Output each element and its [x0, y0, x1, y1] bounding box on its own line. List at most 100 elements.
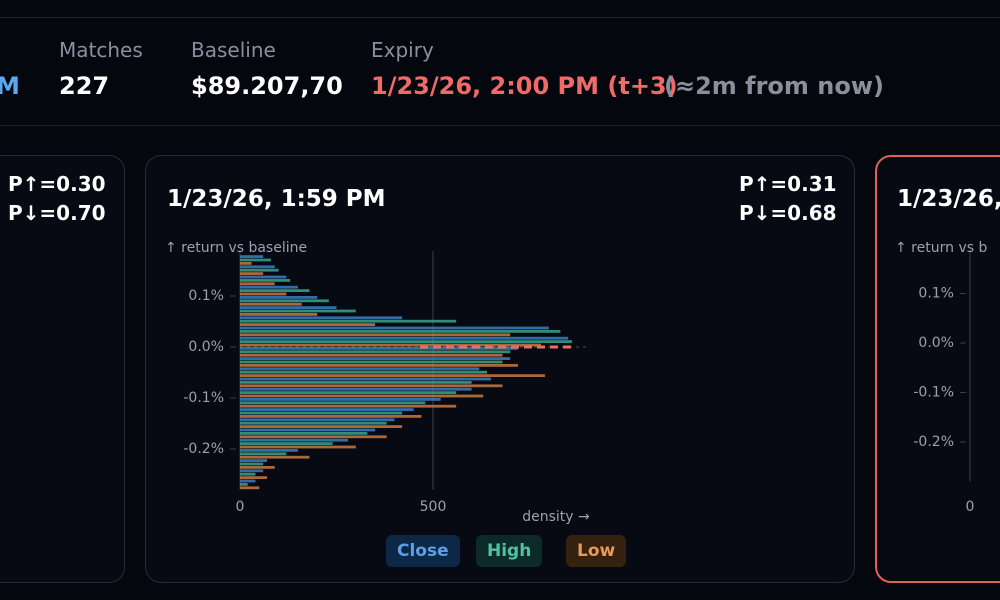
- bar: [240, 479, 256, 483]
- x-tick-label: 0: [966, 499, 975, 515]
- bar: [240, 418, 395, 422]
- bar: [240, 292, 287, 296]
- bar: [240, 438, 349, 442]
- y-tick-label: 0.0%: [188, 339, 224, 355]
- bar: [240, 262, 252, 265]
- bar: [240, 309, 356, 313]
- legend-toggle[interactable]: High: [476, 535, 543, 567]
- bar: [240, 408, 414, 411]
- bar: [240, 442, 333, 445]
- divider: [0, 125, 1000, 126]
- stat-note: (≈2m from now): [664, 72, 884, 100]
- bar: [240, 374, 545, 377]
- bar: [240, 296, 318, 299]
- bar: [240, 411, 403, 415]
- card: [875, 155, 1000, 583]
- y-tick-label: -0.1%: [913, 385, 954, 401]
- bar: [240, 323, 376, 326]
- bar: [240, 279, 291, 282]
- bar: [240, 313, 318, 316]
- prob-up: P↑=0.30: [8, 172, 106, 196]
- bar: [240, 384, 503, 388]
- bar: [240, 258, 271, 262]
- prob-down: P↓=0.68: [739, 201, 837, 225]
- bar: [240, 336, 569, 340]
- stat-value: M: [0, 72, 20, 100]
- y-tick-label: 0.0%: [918, 335, 954, 351]
- bar: [240, 333, 511, 337]
- bar: [240, 435, 387, 439]
- bar: [240, 364, 518, 367]
- bar: [240, 340, 572, 343]
- bar: [240, 272, 264, 275]
- bar: [240, 265, 275, 269]
- y-tick-label: -0.2%: [183, 441, 224, 457]
- card: [145, 155, 855, 583]
- card: [0, 155, 125, 583]
- bar: [240, 347, 518, 350]
- bar: [240, 425, 403, 428]
- stat-label: Baseline: [191, 38, 276, 62]
- bar: [240, 326, 549, 330]
- bar: [240, 394, 484, 398]
- bar: [240, 370, 488, 374]
- card-title: 1/23/26, 2: [897, 186, 1000, 212]
- bar: [240, 387, 472, 391]
- y-tick-label: 0.1%: [918, 286, 954, 302]
- stat-label: Matches: [59, 38, 143, 62]
- bar: [240, 472, 256, 476]
- bar: [240, 404, 457, 408]
- bar: [240, 398, 441, 401]
- bar: [240, 415, 422, 418]
- y-tick-label: -0.1%: [183, 390, 224, 406]
- bar: [240, 486, 260, 490]
- y-tick-label: 0.1%: [188, 288, 224, 304]
- prob-down: P↓=0.70: [8, 201, 106, 225]
- bar: [240, 449, 298, 452]
- bar: [240, 343, 542, 347]
- x-tick-label: 0: [236, 499, 245, 515]
- stat-value: 227: [59, 72, 110, 100]
- card-title: 1/23/26, 1:59 PM: [167, 186, 386, 212]
- y-tick-label: -0.2%: [913, 434, 954, 450]
- bar: [240, 302, 302, 306]
- bar: [240, 367, 480, 371]
- bar: [240, 353, 503, 357]
- legend-toggle[interactable]: Close: [386, 535, 460, 567]
- bar: [240, 432, 368, 435]
- divider: [0, 17, 1000, 18]
- x-tick-label: 500: [420, 499, 447, 515]
- bar: [240, 459, 268, 462]
- bar: [240, 421, 387, 425]
- bar: [240, 289, 310, 292]
- bar: [240, 282, 275, 286]
- bar: [240, 299, 329, 303]
- stat-label: Expiry: [371, 38, 434, 62]
- bar: [240, 476, 268, 479]
- bar: [240, 462, 264, 466]
- bar: [240, 428, 376, 432]
- y-axis-label: ↑ return vs b: [895, 240, 987, 256]
- stat-value: $89.207,70: [191, 72, 343, 100]
- x-axis-label: density →: [522, 509, 590, 525]
- bar: [240, 452, 287, 456]
- bar: [240, 316, 403, 320]
- bar: [240, 377, 491, 381]
- bar: [240, 357, 511, 360]
- bar: [240, 391, 457, 394]
- bar: [240, 330, 561, 333]
- bar: [240, 319, 457, 323]
- bar: [240, 360, 503, 364]
- bar: [240, 483, 248, 486]
- bar: [240, 255, 264, 258]
- legend-toggle[interactable]: Low: [566, 535, 627, 567]
- bar: [240, 285, 298, 289]
- stat-value: 1/23/26, 2:00 PM (t+3): [371, 72, 678, 100]
- bar: [240, 445, 356, 449]
- prob-up: P↑=0.31: [739, 172, 837, 196]
- bar: [240, 381, 472, 384]
- bar: [240, 466, 275, 469]
